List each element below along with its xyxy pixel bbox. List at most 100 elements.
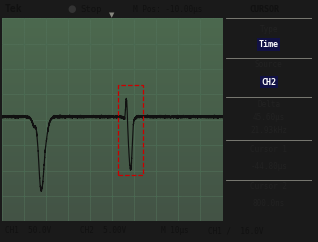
Bar (2, 166, 223, 169)
Bar (2, 148, 223, 150)
Bar (2, 85, 223, 87)
Bar (2, 83, 223, 85)
Text: CH1 /  16.0V: CH1 / 16.0V (208, 226, 264, 235)
Text: Source: Source (255, 60, 283, 69)
Bar (2, 101, 223, 104)
Bar (2, 187, 223, 189)
Bar (2, 32, 223, 34)
Bar (2, 47, 223, 49)
Text: Cursor 2: Cursor 2 (250, 182, 287, 191)
Bar (2, 18, 223, 20)
Bar (2, 71, 223, 73)
Bar (2, 51, 223, 53)
Bar (2, 118, 223, 120)
Bar (2, 43, 223, 45)
Bar (2, 61, 223, 63)
Text: 45.60μs: 45.60μs (252, 113, 285, 122)
Bar (2, 40, 223, 43)
Bar (2, 185, 223, 187)
Bar (2, 79, 223, 81)
Bar (2, 173, 223, 175)
Text: CH1  50.0V: CH1 50.0V (5, 226, 51, 235)
Bar (2, 99, 223, 101)
Bar (2, 146, 223, 148)
Bar (2, 140, 223, 142)
Bar (2, 203, 223, 205)
Bar (2, 93, 223, 95)
Bar (2, 112, 223, 114)
Bar (2, 114, 223, 116)
Bar (2, 138, 223, 140)
Text: ▼: ▼ (109, 12, 115, 18)
Bar (2, 215, 223, 217)
Bar (2, 45, 223, 47)
Bar (2, 65, 223, 67)
Bar (118, 85, 143, 175)
Bar (2, 20, 223, 22)
Bar (2, 181, 223, 183)
Bar (2, 91, 223, 93)
Bar (2, 128, 223, 130)
Bar (2, 144, 223, 146)
Text: CH2: CH2 (261, 78, 276, 87)
Text: Delta: Delta (257, 100, 280, 109)
Text: M Pos: -10.00μs: M Pos: -10.00μs (133, 5, 203, 14)
Bar (2, 209, 223, 211)
Bar (2, 217, 223, 219)
Bar (2, 63, 223, 65)
Bar (2, 24, 223, 26)
Bar (2, 136, 223, 138)
Bar (2, 95, 223, 98)
Bar (2, 53, 223, 55)
Text: Stop: Stop (80, 5, 101, 14)
Bar (2, 150, 223, 152)
Bar (2, 165, 223, 166)
Bar (2, 197, 223, 199)
Bar (2, 171, 223, 173)
Bar (2, 28, 223, 30)
Bar (2, 160, 223, 162)
Bar (2, 207, 223, 209)
Bar (2, 108, 223, 110)
Bar (2, 156, 223, 159)
Bar (2, 116, 223, 118)
Text: Type: Type (259, 25, 278, 34)
Bar (2, 169, 223, 171)
Bar (2, 77, 223, 79)
Bar (2, 175, 223, 177)
Bar (2, 179, 223, 181)
Bar (2, 142, 223, 144)
Bar (2, 199, 223, 201)
Bar (2, 110, 223, 112)
Bar (2, 67, 223, 69)
Bar (2, 189, 223, 191)
Bar (2, 81, 223, 83)
Bar (2, 183, 223, 185)
Bar (2, 30, 223, 32)
Bar (2, 38, 223, 40)
Bar (2, 162, 223, 165)
Bar (2, 26, 223, 28)
Bar (2, 34, 223, 37)
Bar (2, 104, 223, 106)
Text: -44.80μs: -44.80μs (250, 162, 287, 171)
Bar (2, 75, 223, 77)
Text: 21.93kHz: 21.93kHz (250, 127, 287, 136)
Bar (2, 124, 223, 126)
Bar (2, 120, 223, 122)
Bar (2, 130, 223, 132)
Bar (2, 211, 223, 213)
Bar (2, 219, 223, 221)
Bar (2, 57, 223, 59)
Text: CH2  5.00V: CH2 5.00V (80, 226, 126, 235)
Bar (2, 87, 223, 89)
Text: M 10μs: M 10μs (161, 226, 189, 235)
Bar (2, 134, 223, 136)
Bar (2, 132, 223, 134)
Text: Time: Time (259, 40, 279, 49)
Text: 800.0ns: 800.0ns (252, 199, 285, 208)
Text: ●: ● (67, 4, 76, 14)
Bar (2, 152, 223, 154)
Text: Cursor 1: Cursor 1 (250, 145, 287, 154)
Bar (2, 213, 223, 215)
